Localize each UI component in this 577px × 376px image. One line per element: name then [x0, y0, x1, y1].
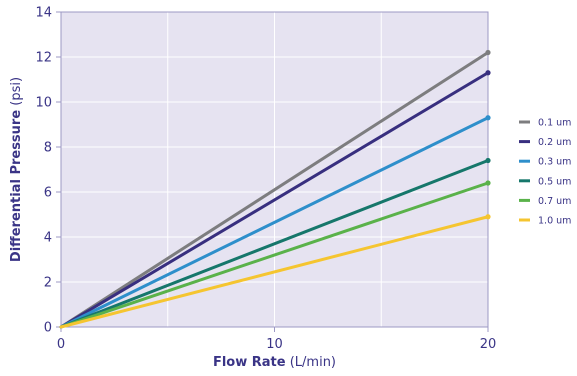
- series-point: [485, 180, 491, 186]
- y-tick-label: 8: [44, 141, 52, 156]
- series-line: [59, 116, 490, 329]
- series-line: [59, 159, 490, 329]
- y-tick-label: 14: [35, 6, 52, 21]
- series-point: [485, 214, 491, 220]
- series-line: [59, 215, 490, 329]
- y-tick-label: 10: [35, 96, 52, 111]
- series-point: [485, 115, 491, 121]
- series-line: [59, 71, 490, 329]
- y-tick-label: 2: [44, 276, 52, 291]
- y-axis-title-unit: (psi): [9, 77, 24, 110]
- y-tick-label: 12: [35, 51, 52, 66]
- series-lines: [59, 49, 491, 329]
- series-point: [485, 70, 491, 76]
- y-axis-title-main: Differential Pressure: [9, 110, 24, 262]
- tick-labels: 0 2 4 6 8 10 12 14 0 10 20: [35, 6, 496, 353]
- x-tick-label: 0: [57, 337, 65, 352]
- x-tick-label: 20: [480, 337, 497, 352]
- series-line: [59, 181, 490, 329]
- y-tick-label: 4: [44, 231, 52, 246]
- y-tick-label: 6: [44, 186, 52, 201]
- legend: 0.1 um 0.2 um 0.3 um 0.5 um 0.7 um 1.0 um: [519, 118, 571, 227]
- legend-label: 0.2 um: [538, 137, 571, 148]
- series-point: [485, 49, 491, 56]
- legend-label: 0.3 um: [538, 157, 571, 168]
- series-point: [485, 157, 491, 164]
- series-line: [59, 51, 490, 329]
- x-axis-title-unit: (L/min): [286, 355, 336, 370]
- legend-label: 0.5 um: [538, 176, 571, 187]
- axes: [56, 11, 489, 332]
- y-axis-title: Differential Pressure (psi): [9, 77, 24, 262]
- x-axis-title-main: Flow Rate: [213, 355, 286, 370]
- x-axis-title: Flow Rate (L/min): [213, 355, 336, 370]
- legend-label: 0.7 um: [538, 196, 571, 207]
- x-tick-label: 10: [266, 337, 283, 352]
- legend-label: 1.0 um: [538, 216, 571, 227]
- y-tick-label: 0: [44, 321, 52, 336]
- legend-label: 0.1 um: [538, 118, 571, 129]
